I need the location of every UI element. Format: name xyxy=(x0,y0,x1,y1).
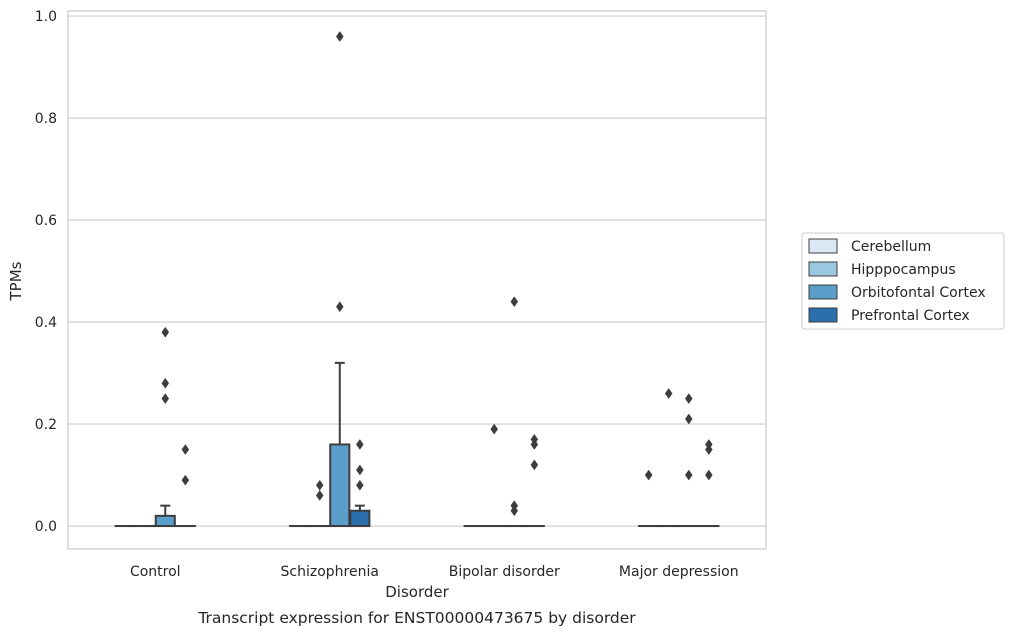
outlier-point xyxy=(684,469,693,481)
y-tick-label: 0.8 xyxy=(35,111,57,127)
outlier-point xyxy=(161,377,170,389)
y-axis-ticks: 0.0 0.2 0.4 0.6 0.8 1.0 xyxy=(35,9,57,535)
legend-label: Orbitofontal Cortex xyxy=(851,285,986,301)
y-tick-label: 0.0 xyxy=(35,519,57,535)
box-orbitofontal-cortex xyxy=(154,514,176,528)
legend-label: Hipppocampus xyxy=(851,262,956,278)
outlier-point xyxy=(684,413,693,425)
outlier-point xyxy=(181,444,190,455)
outlier-point xyxy=(510,505,519,517)
plot-area-frame xyxy=(67,10,767,550)
y-tick-label: 1.0 xyxy=(35,9,57,25)
outlier-point xyxy=(161,326,170,338)
box-orbitofontal-cortex xyxy=(329,443,351,528)
y-tick-label: 0.2 xyxy=(35,417,57,433)
figure-caption: Transcript expression for ENST0000047367… xyxy=(197,609,636,627)
outlier-point xyxy=(664,388,673,399)
outlier-point xyxy=(335,301,344,313)
outlier-point xyxy=(684,393,693,404)
outlier-point xyxy=(705,444,713,455)
x-axis-ticks: Control Schizophrenia Bipolar disorder Majo… xyxy=(130,564,739,580)
y-axis-label: TPMs xyxy=(7,261,25,301)
legend-label: Cerebellum xyxy=(851,239,931,255)
outlier-point xyxy=(644,469,653,481)
legend-swatch xyxy=(808,261,838,277)
y-tick-label: 0.4 xyxy=(35,315,57,331)
outlier-point xyxy=(530,439,539,450)
outlier-point xyxy=(315,490,324,501)
boxes xyxy=(114,361,720,528)
outlier-points xyxy=(161,31,713,517)
outlier-point xyxy=(490,423,499,435)
legend-swatch xyxy=(808,284,838,300)
outlier-point xyxy=(705,469,713,481)
x-tick-label: Control xyxy=(130,564,181,580)
legend-swatch xyxy=(808,238,838,254)
outlier-point xyxy=(530,459,539,471)
outlier-point xyxy=(356,479,364,491)
outlier-point xyxy=(510,296,519,308)
legend-frame xyxy=(801,232,1005,330)
outlier-point xyxy=(161,393,170,404)
outlier-point xyxy=(356,439,364,450)
legend-swatch xyxy=(808,307,838,323)
x-tick-label: Bipolar disorder xyxy=(449,564,560,580)
outlier-point xyxy=(356,464,364,476)
box-prefrontal-cortex xyxy=(349,509,371,528)
outlier-point xyxy=(335,31,344,42)
y-tick-label: 0.6 xyxy=(35,213,57,229)
outlier-point xyxy=(181,474,190,486)
x-tick-label: Schizophrenia xyxy=(281,564,379,580)
legend: Cerebellum Hipppocampus Orbitofontal Corte… xyxy=(801,232,1005,330)
x-axis-label: Disorder xyxy=(385,583,449,601)
legend-label: Prefrontal Cortex xyxy=(851,308,970,324)
x-tick-label: Major depression xyxy=(619,564,739,580)
